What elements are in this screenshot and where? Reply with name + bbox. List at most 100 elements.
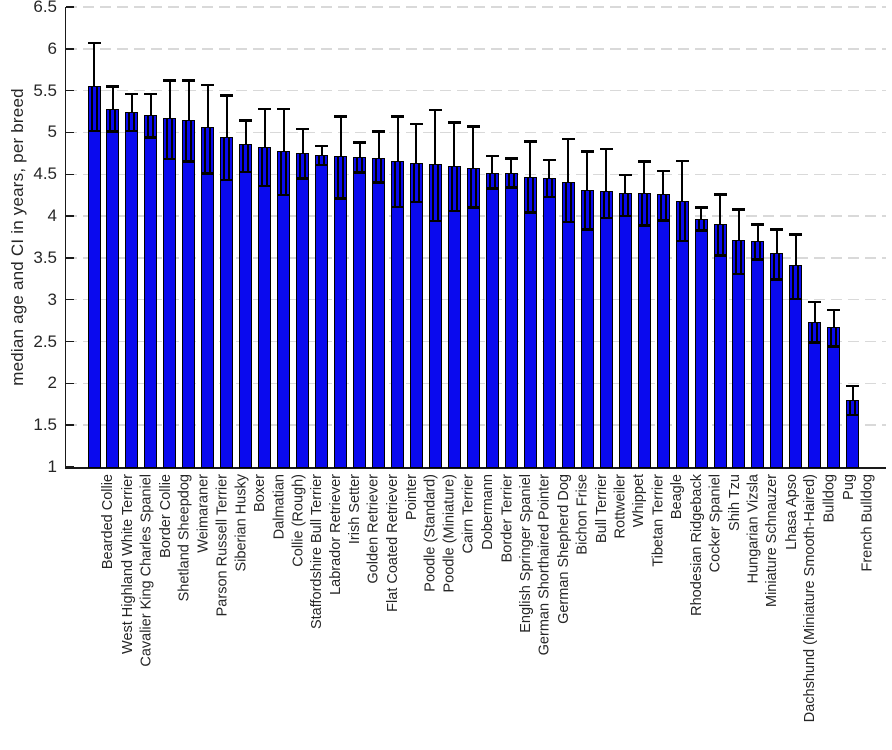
y-tick-mark [66, 215, 74, 217]
bar [201, 127, 215, 468]
error-bar-cap-top [675, 159, 689, 163]
error-bar-cap-bottom [732, 272, 746, 276]
bar [770, 252, 784, 468]
error-bar-cap-top [808, 300, 822, 304]
error-bar-line [567, 139, 570, 182]
gridline [66, 48, 886, 50]
error-bar-inner [811, 322, 819, 343]
bar [580, 190, 594, 468]
x-tick-label: Lhasa Apso [783, 474, 800, 550]
error-bar-inner [545, 177, 553, 197]
x-tick-label: Hungarian Vizsla [745, 474, 762, 584]
error-bar-inner [375, 157, 383, 183]
x-tick-label: Bulldog [821, 474, 838, 523]
error-bar-inner [318, 155, 326, 166]
error-bar-inner [507, 173, 515, 188]
error-bar-inner [659, 194, 667, 221]
error-bar-line [775, 229, 778, 253]
y-tick-mark [66, 340, 74, 343]
error-bar-cap-bottom [561, 220, 575, 224]
error-bar-line [510, 158, 513, 174]
error-bar-cap-top [542, 158, 556, 162]
error-bar-cap-top [694, 206, 708, 209]
x-tick-label: Border Collie [157, 474, 174, 558]
error-bar-cap-bottom [618, 214, 632, 218]
error-bar-inner [849, 400, 857, 416]
error-bar-cap-top [789, 233, 803, 236]
error-bar-cap-top [125, 92, 139, 96]
error-bar-inner [583, 190, 591, 230]
error-bar-cap-top [220, 94, 234, 97]
error-bar-cap-bottom [789, 297, 803, 301]
x-tick-label: Rottweiler [612, 474, 629, 539]
error-bar-cap-bottom [106, 130, 120, 133]
bar [353, 156, 367, 468]
error-bar-inner [792, 265, 800, 299]
error-bar-line [643, 161, 646, 193]
error-bar-cap-bottom [466, 206, 480, 209]
error-bar-inner [280, 150, 288, 196]
bar [675, 201, 689, 468]
y-tick-label: 2 [47, 373, 57, 393]
error-bar-cap-bottom [637, 224, 651, 227]
y-tick-mark [66, 424, 74, 426]
bar [125, 112, 139, 468]
error-bar-cap-bottom [315, 163, 329, 167]
error-bar-inner [621, 192, 629, 217]
x-tick-label: Bearded Collie [100, 474, 117, 570]
x-tick-label: Irish Setter [347, 474, 364, 545]
error-bar-cap-bottom [770, 278, 784, 281]
bar [713, 223, 727, 468]
error-bar-line [377, 131, 380, 158]
error-bar-inner [356, 156, 364, 173]
error-bar-inner [128, 112, 136, 131]
y-tick-label: 3.5 [33, 247, 57, 267]
error-bar-cap-top [561, 137, 575, 141]
y-axis-label: median age and CI in years, per breed [2, 7, 34, 467]
y-tick-label: 5 [47, 122, 57, 142]
error-bar-cap-top [201, 83, 215, 87]
error-bar-cap-bottom [485, 187, 499, 190]
y-tick-label: 4 [47, 206, 57, 226]
x-tick-label: German Shepherd Dog [555, 474, 572, 624]
bar [694, 218, 708, 468]
error-bar-cap-top [372, 130, 386, 133]
error-bar-cap-top [523, 140, 537, 143]
error-bar-inner [299, 152, 307, 179]
error-bar-cap-top [258, 107, 272, 111]
error-bar-cap-top [637, 160, 651, 163]
error-bar-cap-top [296, 127, 310, 131]
error-bar-cap-bottom [296, 177, 310, 180]
x-tick-label: French Bulldog [859, 474, 876, 572]
error-bar-inner [469, 167, 477, 208]
error-bar-line [548, 160, 551, 178]
x-tick-label: Beagle [669, 474, 686, 520]
x-tick-label: Bichon Frise [574, 474, 591, 555]
x-tick-label: Tibetan Terrier [650, 474, 667, 567]
error-bar-cap-bottom [447, 209, 461, 213]
error-bar-inner [204, 127, 212, 174]
error-bar-line [529, 141, 532, 177]
error-bar-line [453, 122, 456, 166]
error-bar-line [187, 80, 190, 120]
error-bar-cap-bottom [353, 171, 367, 174]
bar [504, 173, 518, 468]
x-tick-label: English Springer Spaniel [517, 474, 534, 633]
x-tick-label: German Shorthaired Pointer [536, 474, 553, 656]
error-bar-cap-bottom [808, 341, 822, 344]
y-tick-label: 5.5 [33, 80, 57, 100]
y-axis-line [64, 7, 66, 469]
y-tick-label: 6 [47, 38, 57, 58]
error-bar-cap-top [353, 141, 367, 144]
error-bar-line [339, 116, 342, 156]
error-bar-cap-bottom [125, 129, 139, 133]
bar [277, 150, 291, 468]
bar [106, 109, 120, 468]
error-bar-cap-bottom [201, 172, 215, 175]
error-bar-inner [697, 218, 705, 231]
bar [732, 240, 746, 468]
error-bar-inner [716, 223, 724, 256]
x-tick-label: Miniature Schnauzer [764, 474, 781, 607]
error-bar-inner [412, 162, 420, 202]
error-bar-line [624, 175, 627, 193]
